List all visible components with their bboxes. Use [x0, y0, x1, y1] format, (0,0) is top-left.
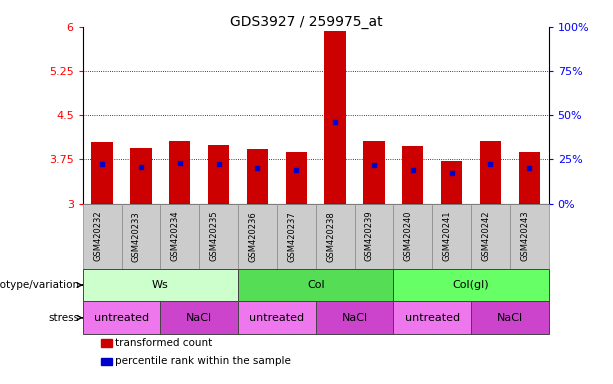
Text: GSM420243: GSM420243	[520, 211, 529, 262]
Bar	[208, 145, 229, 204]
Bar	[480, 141, 501, 204]
Text: GSM420232: GSM420232	[93, 211, 102, 262]
Bar	[286, 152, 307, 204]
Text: Col(gl): Col(gl)	[452, 280, 489, 290]
Text: NaCl: NaCl	[497, 313, 523, 323]
Bar	[402, 146, 424, 204]
Text: GSM420235: GSM420235	[210, 211, 219, 262]
Text: stress: stress	[48, 313, 80, 323]
Bar	[324, 31, 346, 204]
Bar	[364, 141, 384, 204]
Text: percentile rank within the sample: percentile rank within the sample	[115, 356, 291, 366]
Text: genotype/variation: genotype/variation	[0, 280, 80, 290]
Text: transformed count: transformed count	[115, 338, 213, 348]
Text: untreated: untreated	[249, 313, 305, 323]
Text: NaCl: NaCl	[341, 313, 368, 323]
Text: GSM420234: GSM420234	[171, 211, 180, 262]
Text: GSM420240: GSM420240	[404, 211, 413, 262]
Bar	[441, 161, 462, 204]
Text: GSM420242: GSM420242	[481, 211, 490, 262]
Text: Col: Col	[307, 280, 324, 290]
Text: Ws: Ws	[152, 280, 169, 290]
Text: GDS3927 / 259975_at: GDS3927 / 259975_at	[230, 15, 383, 29]
Text: GSM420238: GSM420238	[326, 211, 335, 262]
Bar	[169, 141, 191, 204]
Bar	[519, 152, 540, 204]
Bar	[247, 149, 268, 204]
Text: NaCl: NaCl	[186, 313, 212, 323]
Text: GSM420236: GSM420236	[248, 211, 257, 262]
Text: GSM420241: GSM420241	[443, 211, 452, 262]
Text: GSM420237: GSM420237	[287, 211, 296, 262]
Text: GSM420239: GSM420239	[365, 211, 374, 262]
Bar	[91, 142, 113, 204]
Bar	[131, 147, 151, 204]
Text: untreated: untreated	[405, 313, 460, 323]
Text: GSM420233: GSM420233	[132, 211, 141, 262]
Text: untreated: untreated	[94, 313, 149, 323]
